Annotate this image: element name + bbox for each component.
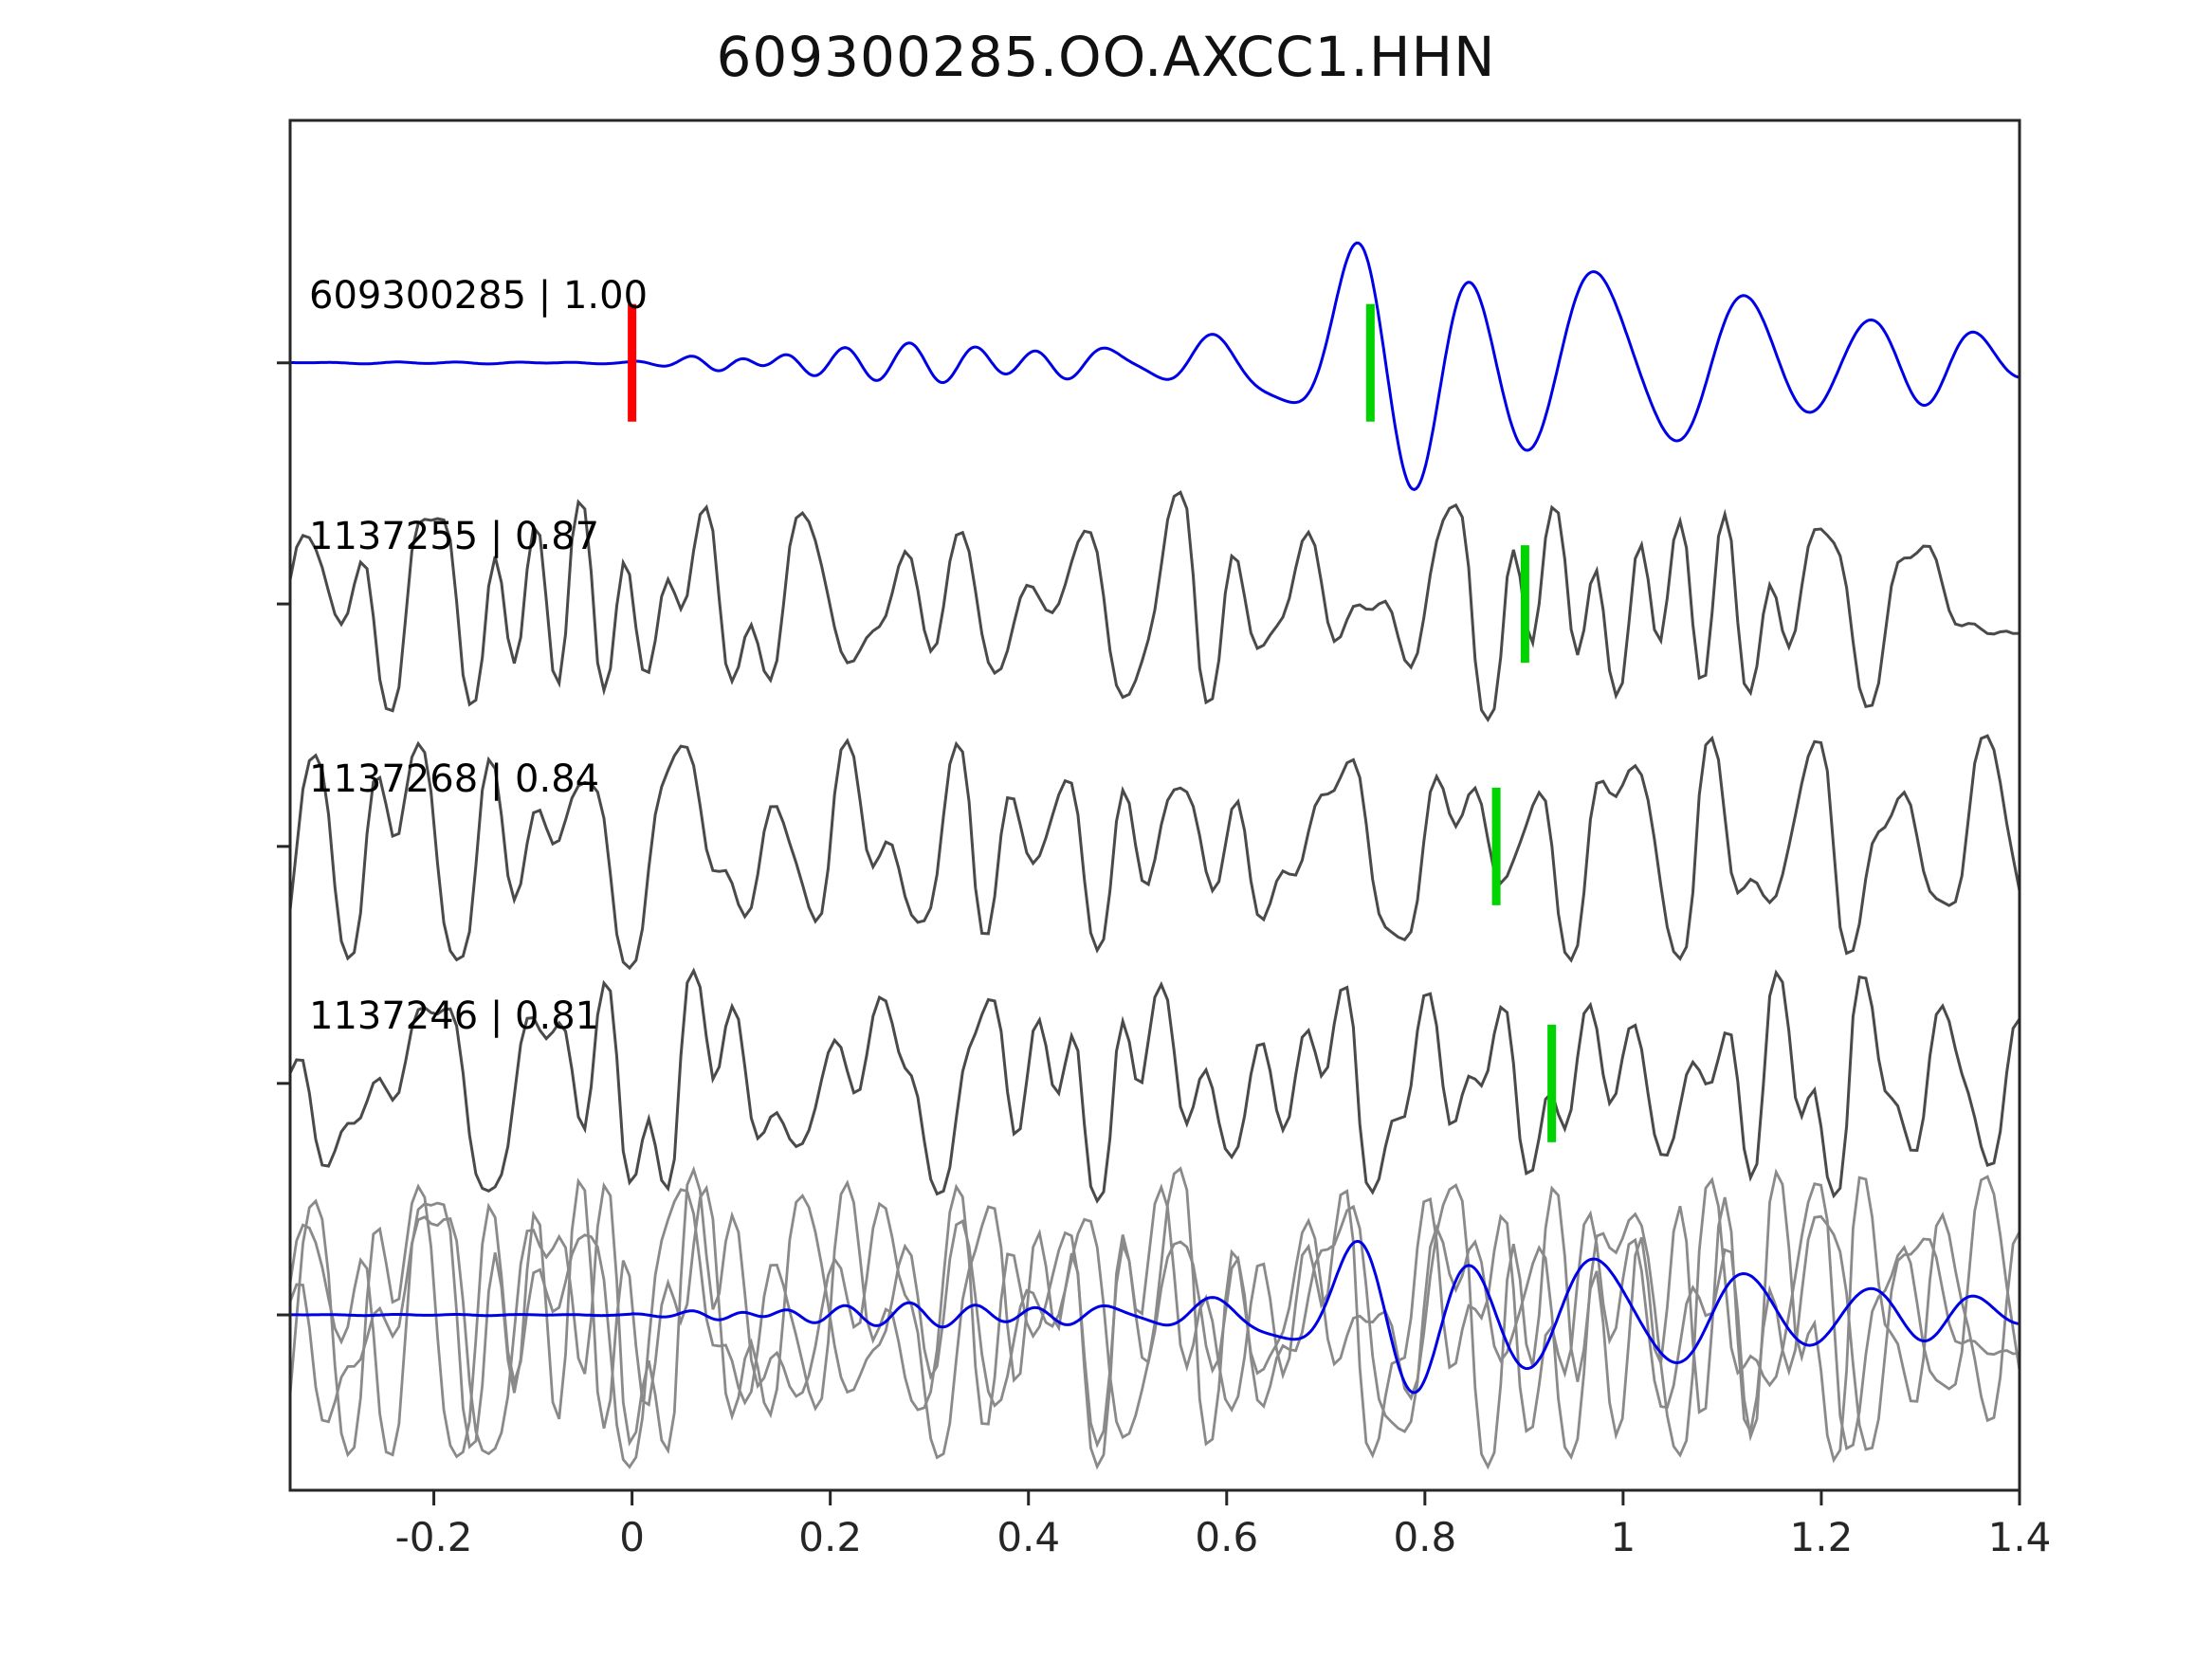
- overlay-gray-trace: [290, 1165, 2020, 1470]
- detection-trace: [290, 967, 2020, 1204]
- template-trace: [290, 241, 2020, 491]
- x-tick-label: 0.6: [1195, 1514, 1258, 1560]
- x-tick-label: 0.8: [1393, 1514, 1456, 1560]
- detection-trace: [290, 734, 2020, 971]
- overlay-gray-trace: [290, 1175, 2020, 1469]
- trace-label: 1137268 | 0.84: [309, 757, 599, 801]
- x-tick-label: 0.2: [798, 1514, 862, 1560]
- overlay-template-trace: [290, 1240, 2020, 1395]
- x-tick-label: 0.4: [996, 1514, 1060, 1560]
- x-tick-label: 1.4: [1988, 1514, 2052, 1560]
- x-tick-label: -0.2: [395, 1514, 473, 1560]
- x-tick-label: 0: [619, 1514, 645, 1560]
- trace-label: 609300285 | 1.00: [309, 274, 648, 318]
- x-tick-label: 1: [1611, 1514, 1636, 1560]
- x-tick-label: 1.2: [1790, 1514, 1854, 1560]
- trace-label: 1137255 | 0.87: [309, 515, 599, 558]
- detection-trace: [290, 490, 2020, 723]
- chart-title: 609300285.OO.AXCC1.HHN: [716, 25, 1496, 89]
- plot-border: [288, 118, 2021, 1492]
- trace-label: 1137246 | 0.81: [309, 994, 599, 1038]
